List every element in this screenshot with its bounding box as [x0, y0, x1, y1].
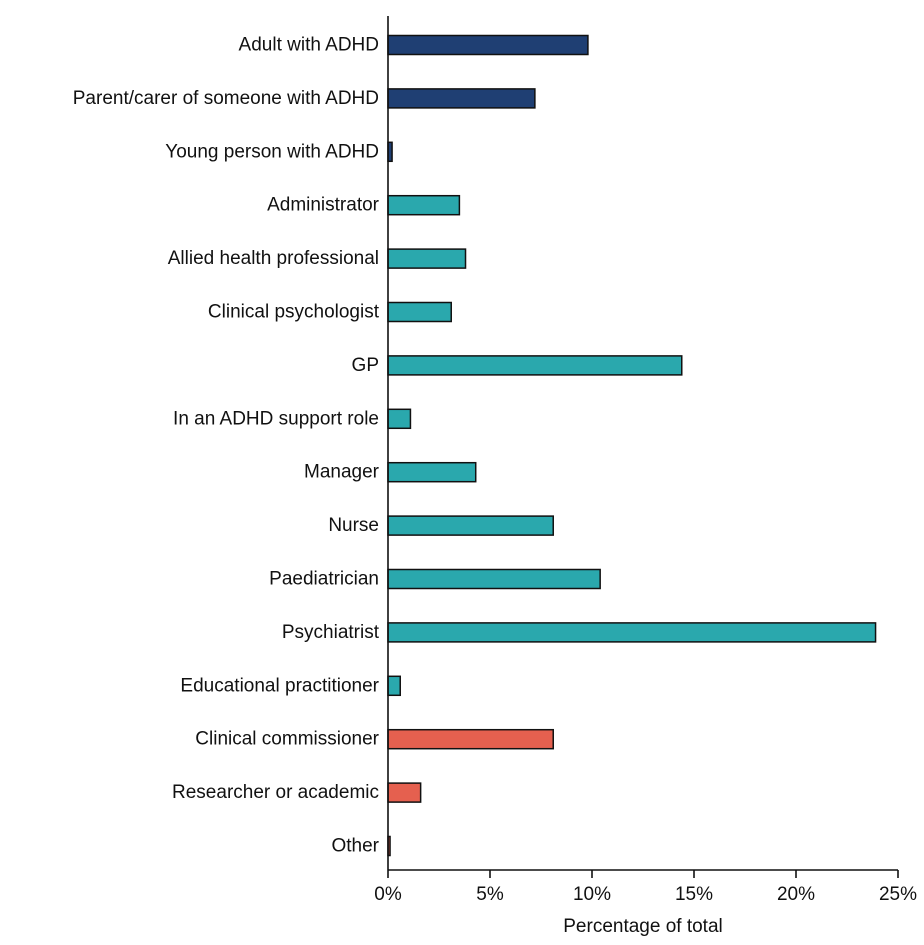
- bar-administrator: [387, 194, 461, 216]
- bar-clinical-commissioner: [387, 728, 554, 750]
- x-axis-ticks: 0% 5% 10% 15% 20% 25%: [374, 870, 917, 905]
- x-tick-label: 15%: [675, 884, 713, 905]
- category-label-paediatrician: Paediatrician: [269, 569, 379, 590]
- bar-manager: [387, 461, 477, 483]
- category-label-nurse: Nurse: [328, 515, 379, 536]
- category-label-allied-health-professional: Allied health professional: [168, 248, 379, 269]
- category-label-researcher-or-academic: Researcher or academic: [172, 782, 379, 803]
- bar-in-an-adhd-support-role: [387, 408, 412, 430]
- bar-researcher-or-academic: [387, 782, 422, 803]
- bar-adult-with-adhd: [387, 34, 589, 56]
- category-label-other: Other: [331, 836, 379, 857]
- category-label-educational-practitioner: Educational practitioner: [180, 675, 379, 696]
- bar-psychiatrist: [387, 622, 877, 643]
- x-tick-label: 5%: [476, 884, 504, 905]
- bar-nurse: [387, 515, 554, 536]
- bar-educational-practitioner: [387, 675, 401, 697]
- x-axis-title: Percentage of total: [563, 916, 723, 937]
- bar-paediatrician: [387, 568, 601, 590]
- x-tick-label: 10%: [573, 884, 611, 905]
- category-label-gp: GP: [352, 355, 379, 376]
- category-label-clinical-commissioner: Clinical commissioner: [195, 729, 379, 750]
- x-tick-label: 25%: [879, 884, 917, 905]
- bar-parent-carer-of-someone-with-adhd: [387, 88, 536, 109]
- category-label-in-an-adhd-support-role: In an ADHD support role: [173, 408, 379, 429]
- category-label-manager: Manager: [304, 462, 380, 483]
- category-label-clinical-psychologist: Clinical psychologist: [208, 302, 380, 323]
- x-tick-label: 0%: [374, 884, 402, 905]
- category-label-adult-with-adhd: Adult with ADHD: [239, 35, 379, 56]
- category-labels: Adult with ADHD Parent/carer of someone w…: [73, 35, 380, 857]
- category-label-parent-carer-of-someone-with-adhd: Parent/carer of someone with ADHD: [73, 88, 379, 109]
- bars: [387, 34, 877, 857]
- x-tick-label: 20%: [777, 884, 815, 905]
- category-label-psychiatrist: Psychiatrist: [282, 622, 380, 643]
- category-label-administrator: Administrator: [267, 195, 380, 216]
- bar-allied-health-professional: [387, 248, 467, 269]
- bar-gp: [387, 355, 683, 376]
- category-label-young-person-with-adhd: Young person with ADHD: [165, 141, 379, 162]
- bar-clinical-psychologist: [387, 301, 452, 323]
